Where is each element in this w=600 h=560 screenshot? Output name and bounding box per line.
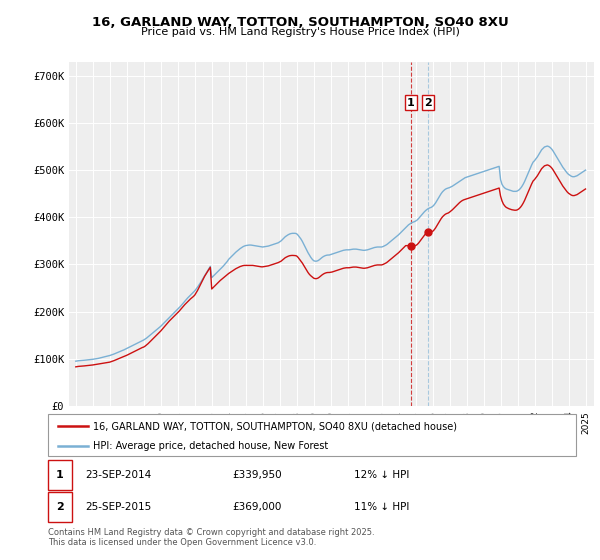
Text: Contains HM Land Registry data © Crown copyright and database right 2025.
This d: Contains HM Land Registry data © Crown c… — [48, 528, 374, 547]
Text: 1: 1 — [407, 98, 415, 108]
Text: £339,950: £339,950 — [233, 470, 283, 480]
Text: £369,000: £369,000 — [233, 502, 282, 512]
Bar — [48, 492, 72, 522]
Text: 16, GARLAND WAY, TOTTON, SOUTHAMPTON, SO40 8XU: 16, GARLAND WAY, TOTTON, SOUTHAMPTON, SO… — [92, 16, 508, 29]
Text: 16, GARLAND WAY, TOTTON, SOUTHAMPTON, SO40 8XU (detached house): 16, GARLAND WAY, TOTTON, SOUTHAMPTON, SO… — [93, 421, 457, 431]
Text: 12% ↓ HPI: 12% ↓ HPI — [354, 470, 410, 480]
Text: 11% ↓ HPI: 11% ↓ HPI — [354, 502, 410, 512]
Text: 25-SEP-2015: 25-SEP-2015 — [85, 502, 151, 512]
Text: HPI: Average price, detached house, New Forest: HPI: Average price, detached house, New … — [93, 441, 328, 451]
Text: 2: 2 — [424, 98, 432, 108]
Bar — [48, 460, 72, 489]
Text: Price paid vs. HM Land Registry's House Price Index (HPI): Price paid vs. HM Land Registry's House … — [140, 27, 460, 37]
Text: 23-SEP-2014: 23-SEP-2014 — [85, 470, 151, 480]
Text: 2: 2 — [56, 502, 64, 512]
Text: 1: 1 — [56, 470, 64, 480]
